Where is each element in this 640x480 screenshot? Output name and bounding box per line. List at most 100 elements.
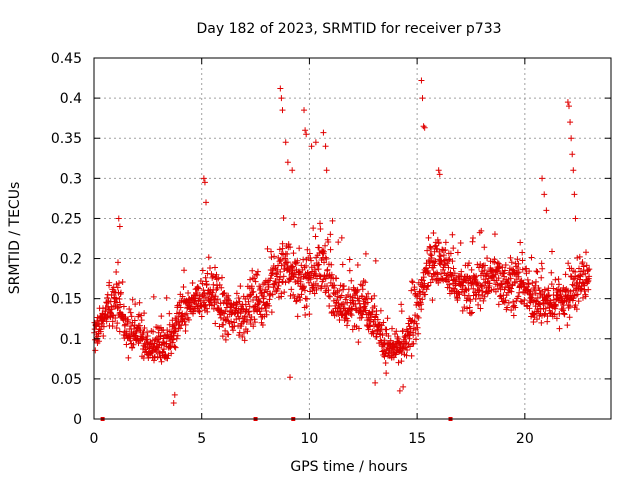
data-point bbox=[172, 344, 179, 351]
data-point bbox=[491, 231, 498, 238]
data-point bbox=[292, 260, 299, 267]
data-point bbox=[409, 278, 416, 285]
data-point bbox=[219, 333, 226, 340]
data-point bbox=[370, 330, 377, 337]
data-point bbox=[393, 328, 400, 335]
data-point bbox=[248, 283, 255, 290]
data-point bbox=[408, 352, 415, 359]
data-point bbox=[360, 277, 367, 284]
data-point bbox=[294, 257, 301, 264]
data-point bbox=[410, 332, 417, 339]
data-point bbox=[359, 282, 366, 289]
y-tick-label: 0 bbox=[73, 412, 82, 428]
data-point bbox=[566, 314, 573, 321]
data-point bbox=[484, 255, 491, 262]
data-point bbox=[537, 305, 544, 312]
data-point bbox=[424, 247, 431, 254]
data-point bbox=[466, 274, 473, 281]
data-point bbox=[170, 399, 177, 406]
data-point bbox=[247, 292, 254, 299]
data-point bbox=[544, 318, 551, 325]
data-point bbox=[384, 315, 391, 322]
data-point bbox=[570, 167, 577, 174]
data-point bbox=[566, 303, 573, 310]
data-point bbox=[501, 267, 508, 274]
data-point bbox=[288, 264, 295, 271]
data-point bbox=[567, 288, 574, 295]
data-point bbox=[115, 304, 122, 311]
data-point bbox=[303, 262, 310, 269]
data-point bbox=[496, 263, 503, 270]
data-point bbox=[411, 284, 418, 291]
data-point bbox=[403, 352, 410, 359]
data-point bbox=[445, 264, 452, 271]
data-point bbox=[207, 299, 214, 306]
data-point bbox=[249, 267, 256, 274]
data-point bbox=[132, 301, 139, 308]
data-point bbox=[481, 244, 488, 251]
data-point bbox=[302, 311, 309, 318]
x-tick-label: 20 bbox=[516, 431, 534, 447]
data-point bbox=[311, 290, 318, 297]
data-point bbox=[355, 325, 362, 332]
data-point bbox=[220, 321, 227, 328]
data-point bbox=[214, 296, 221, 303]
data-point bbox=[310, 225, 317, 232]
data-point bbox=[475, 264, 482, 271]
data-point bbox=[240, 329, 247, 336]
data-point bbox=[381, 353, 388, 360]
data-point bbox=[512, 280, 519, 287]
data-point bbox=[362, 279, 369, 286]
data-point bbox=[138, 312, 145, 319]
data-point bbox=[326, 293, 333, 300]
data-point bbox=[516, 289, 523, 296]
data-point bbox=[353, 289, 360, 296]
data-point bbox=[181, 267, 188, 274]
data-point bbox=[333, 275, 340, 282]
data-point bbox=[572, 215, 579, 222]
data-point bbox=[159, 348, 166, 355]
data-point bbox=[508, 259, 515, 266]
data-point bbox=[168, 343, 175, 350]
data-point bbox=[179, 293, 186, 300]
data-points bbox=[91, 77, 593, 406]
data-point bbox=[253, 293, 260, 300]
data-point bbox=[290, 250, 297, 257]
data-point bbox=[237, 283, 244, 290]
data-point bbox=[302, 127, 309, 134]
data-point bbox=[418, 306, 425, 313]
data-point bbox=[324, 266, 331, 273]
data-point bbox=[324, 283, 330, 289]
data-point bbox=[266, 302, 273, 309]
data-point bbox=[415, 330, 422, 337]
data-point bbox=[502, 262, 509, 269]
data-point bbox=[325, 287, 332, 294]
data-point bbox=[427, 244, 434, 251]
data-point bbox=[515, 293, 522, 300]
data-point bbox=[338, 292, 345, 299]
y-tick-label: 0.1 bbox=[60, 332, 82, 348]
data-point bbox=[129, 344, 136, 351]
data-point bbox=[436, 171, 443, 178]
data-point bbox=[108, 306, 115, 313]
data-point bbox=[313, 286, 320, 293]
data-point bbox=[228, 318, 235, 325]
data-point bbox=[354, 261, 361, 268]
data-point bbox=[509, 282, 516, 289]
data-point bbox=[117, 301, 124, 308]
data-point bbox=[576, 280, 583, 287]
data-point bbox=[113, 299, 120, 306]
data-point bbox=[435, 167, 442, 174]
data-point bbox=[475, 301, 482, 308]
data-point bbox=[203, 281, 210, 288]
data-point bbox=[439, 266, 446, 273]
data-point bbox=[285, 241, 292, 248]
data-point bbox=[451, 270, 458, 277]
data-point bbox=[279, 278, 286, 285]
data-point bbox=[194, 284, 201, 291]
data-point bbox=[112, 295, 119, 302]
data-point bbox=[241, 337, 248, 344]
data-point bbox=[564, 99, 571, 106]
data-point bbox=[185, 316, 192, 323]
data-point bbox=[548, 269, 555, 276]
